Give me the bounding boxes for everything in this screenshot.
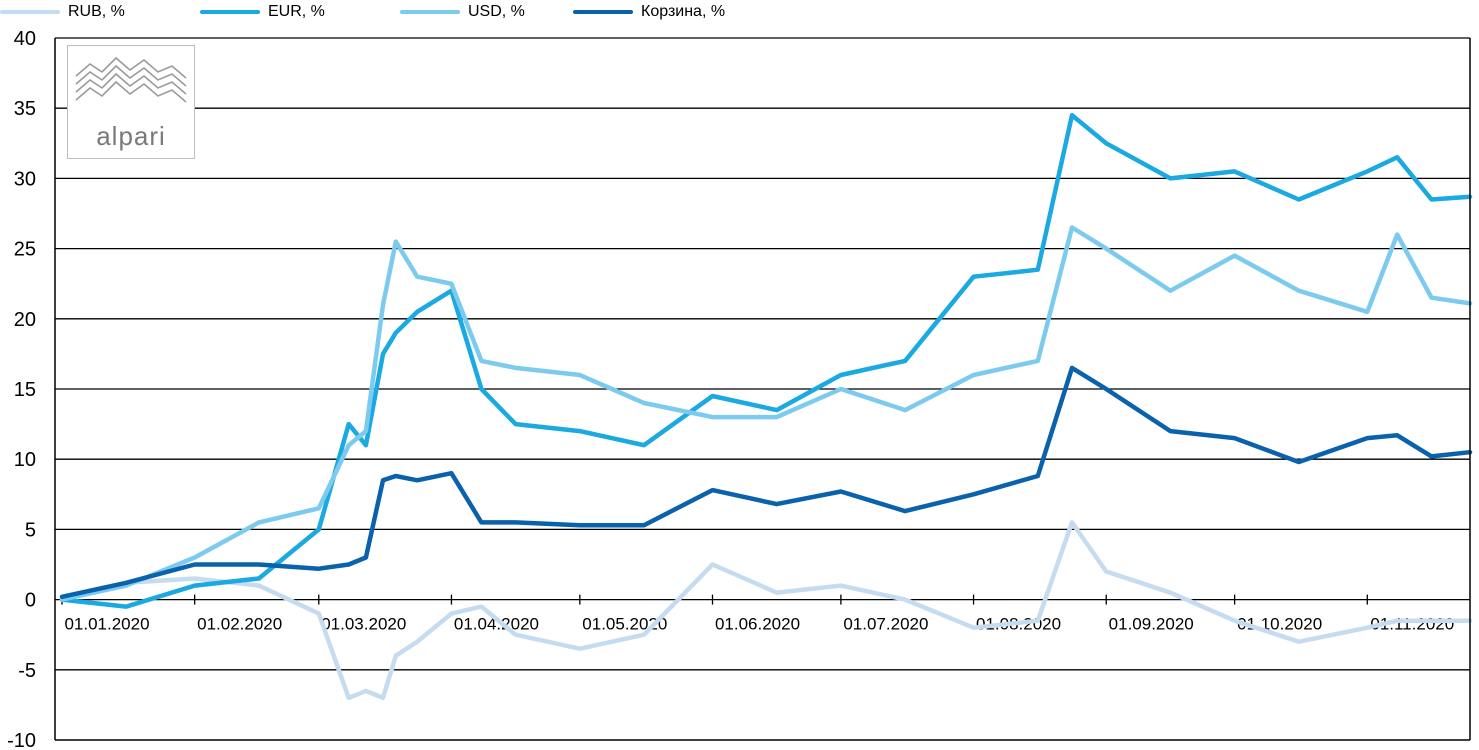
x-axis-ticks: 01.01.2020 01.02.2020 01.03.2020 01.04.2020… [61,594,1454,634]
basket-line [59,365,1473,600]
mountains-logo-icon [75,56,187,103]
legend-swatch [573,10,633,14]
legend-item: USD, % [400,0,525,24]
x-tick-label: 01.09.2020 [1109,615,1194,634]
legend-label: EUR, % [268,3,325,20]
logo-text: alpari [96,121,166,151]
legend-item: EUR, % [200,0,325,24]
legend-item: Корзина, % [573,0,725,24]
rub-line [59,520,1473,701]
x-tick-label: 01.01.2020 [64,615,149,634]
alpari-logo: alpari [67,45,195,159]
y-tick-label: 0 [25,590,36,612]
legend: RUB, % EUR, % USD, % Корзина, % [0,0,900,26]
eur-line [59,112,1473,609]
x-tick-label: 01.06.2020 [715,615,800,634]
y-tick-label: 15 [14,379,36,401]
y-tick-label: 30 [14,168,36,190]
y-tick-label: -10 [7,730,36,750]
series-lines [59,112,1473,701]
y-tick-label: 35 [14,98,36,120]
y-tick-label: 20 [14,309,36,331]
y-tick-label: 25 [14,239,36,261]
y-tick-label: 40 [14,28,36,50]
legend-label: RUB, % [68,3,125,20]
x-tick-label: 01.03.2020 [321,615,406,634]
y-tick-label: -5 [18,660,36,682]
legend-item: RUB, % [0,0,125,24]
y-tick-label: 10 [14,449,36,471]
legend-swatch [400,10,460,14]
grid-lines [55,37,1470,671]
legend-label: Корзина, % [641,3,726,20]
y-axis-ticks: 40 35 30 25 20 15 10 5 0 -5 -10 [7,28,36,750]
legend-label: USD, % [468,3,525,20]
legend-swatch [0,10,60,14]
x-tick-label: 01.05.2020 [582,615,667,634]
legend-swatch [200,10,260,14]
usd-line [59,225,1473,602]
x-tick-label: 01.02.2020 [197,615,282,634]
x-tick-label: 01.04.2020 [454,615,539,634]
x-tick-label: 01.07.2020 [843,615,928,634]
axes [54,38,1471,741]
y-tick-label: 5 [25,519,36,541]
